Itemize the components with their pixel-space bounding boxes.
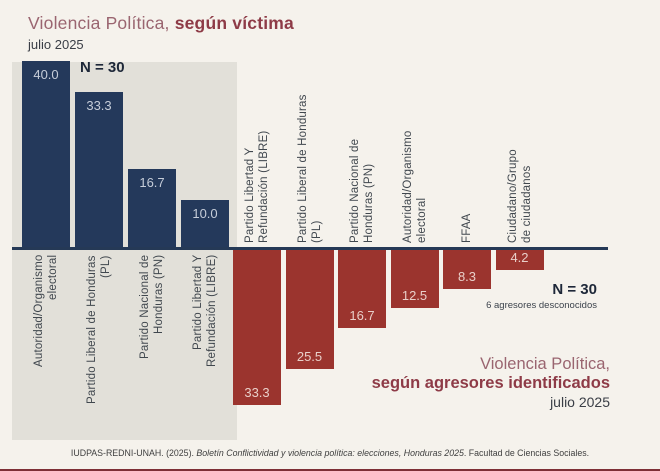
bar-value-label: 25.5 <box>296 349 323 364</box>
aggressor-bar: 12.5 <box>390 250 439 308</box>
bar-value-label: 4.2 <box>510 250 529 265</box>
source-citation: IUDPAS-REDNI-UNAH. (2025). Boletín Confl… <box>0 448 660 458</box>
aggressor-n-note: 6 agresores desconocidos <box>486 300 597 311</box>
aggressor-title-bold: según agresores identificados <box>371 374 610 392</box>
bar-category-label-wrap: Partido Nacional de Honduras (PN) <box>335 61 389 243</box>
victim-chart-subtitle: julio 2025 <box>28 37 84 52</box>
bar-category-label-wrap: Partido Libertad Y Refundación (LIBRE) <box>230 61 284 243</box>
aggressor-title-regular: Violencia Política, <box>480 355 610 373</box>
victim-bar: 33.3 <box>75 92 123 247</box>
bar-category-label: Autoridad/Organismo electoral <box>401 130 428 243</box>
bar-category-label: Ciudadano/Grupo de ciudadanos <box>506 149 533 243</box>
bar-value-label: 10.0 <box>192 206 218 221</box>
bar-value-label: 40.0 <box>33 67 59 82</box>
aggressor-bar: 4.2 <box>495 250 544 270</box>
bar-value-label: 33.3 <box>86 98 112 113</box>
bar-category-label-wrap: Autoridad/Organismo electoral <box>388 61 442 243</box>
source-prefix: IUDPAS-REDNI-UNAH. (2025). <box>70 448 197 458</box>
bar-category-label-wrap: FFAA <box>440 61 494 243</box>
bar-category-label: Partido Liberal de Honduras (PL) <box>296 94 323 243</box>
victim-chart-title: Violencia Política, según víctima <box>28 13 294 34</box>
bar-category-label-wrap: Partido Nacional de Honduras (PN) <box>125 255 179 437</box>
bar-value-label: 8.3 <box>457 269 477 284</box>
bar-category-label-wrap: Ciudadano/Grupo de ciudadanos <box>493 61 547 243</box>
bar-category-label-wrap: Partido Libertad Y Refundación (LIBRE) <box>178 255 232 437</box>
bottom-accent-border <box>0 469 660 471</box>
bar-category-label: Partido Libertad Y Refundación (LIBRE) <box>244 130 270 243</box>
bar-category-label: FFAA <box>461 213 473 243</box>
x-axis-line <box>12 247 608 250</box>
bar-value-label: 16.7 <box>139 175 165 190</box>
victim-title-bold: según víctima <box>174 13 294 33</box>
bar-category-label: Partido Libertad Y Refundación (LIBRE) <box>192 255 218 368</box>
bar-category-label-wrap: Partido Liberal de Honduras (PL) <box>283 61 337 243</box>
victim-bar: 40.0 <box>22 61 70 247</box>
bar-value-label: 12.5 <box>401 288 428 303</box>
victim-title-regular: Violencia Política, <box>28 13 175 33</box>
bar-category-label-wrap: Partido Liberal de Honduras (PL) <box>72 255 126 437</box>
bar-category-label: Partido Nacional de Honduras (PN) <box>139 255 165 360</box>
bar-category-label-wrap: Autoridad/Organismo electoral <box>19 255 73 437</box>
bar-value-label: 16.7 <box>349 308 375 323</box>
aggressor-n-label: N = 30 <box>552 281 597 298</box>
aggressor-chart-subtitle: julio 2025 <box>550 394 610 410</box>
aggressor-bar: 16.7 <box>338 250 386 328</box>
bar-category-label: Partido Liberal de Honduras (PL) <box>86 255 112 404</box>
aggressor-bar: 8.3 <box>443 250 491 289</box>
aggressor-chart-title-block: Violencia Política, según agresores iden… <box>372 355 610 412</box>
source-suffix: . Facultad de Ciencias Sociales. <box>463 448 590 458</box>
source-italic: Boletín Conflictividad y violencia polít… <box>196 448 464 458</box>
bar-category-label: Autoridad/Organismo electoral <box>33 255 59 368</box>
bar-category-label: Partido Nacional de Honduras (PN) <box>349 138 375 243</box>
aggressor-bar: 33.3 <box>233 250 281 405</box>
victim-bar: 16.7 <box>128 169 176 247</box>
aggressor-bar: 25.5 <box>285 250 334 369</box>
aggressor-n-block: N = 30 6 agresores desconocidos <box>486 281 597 311</box>
bar-value-label: 33.3 <box>244 385 270 400</box>
victim-n-label: N = 30 <box>80 59 125 76</box>
victim-bar: 10.0 <box>181 200 229 247</box>
